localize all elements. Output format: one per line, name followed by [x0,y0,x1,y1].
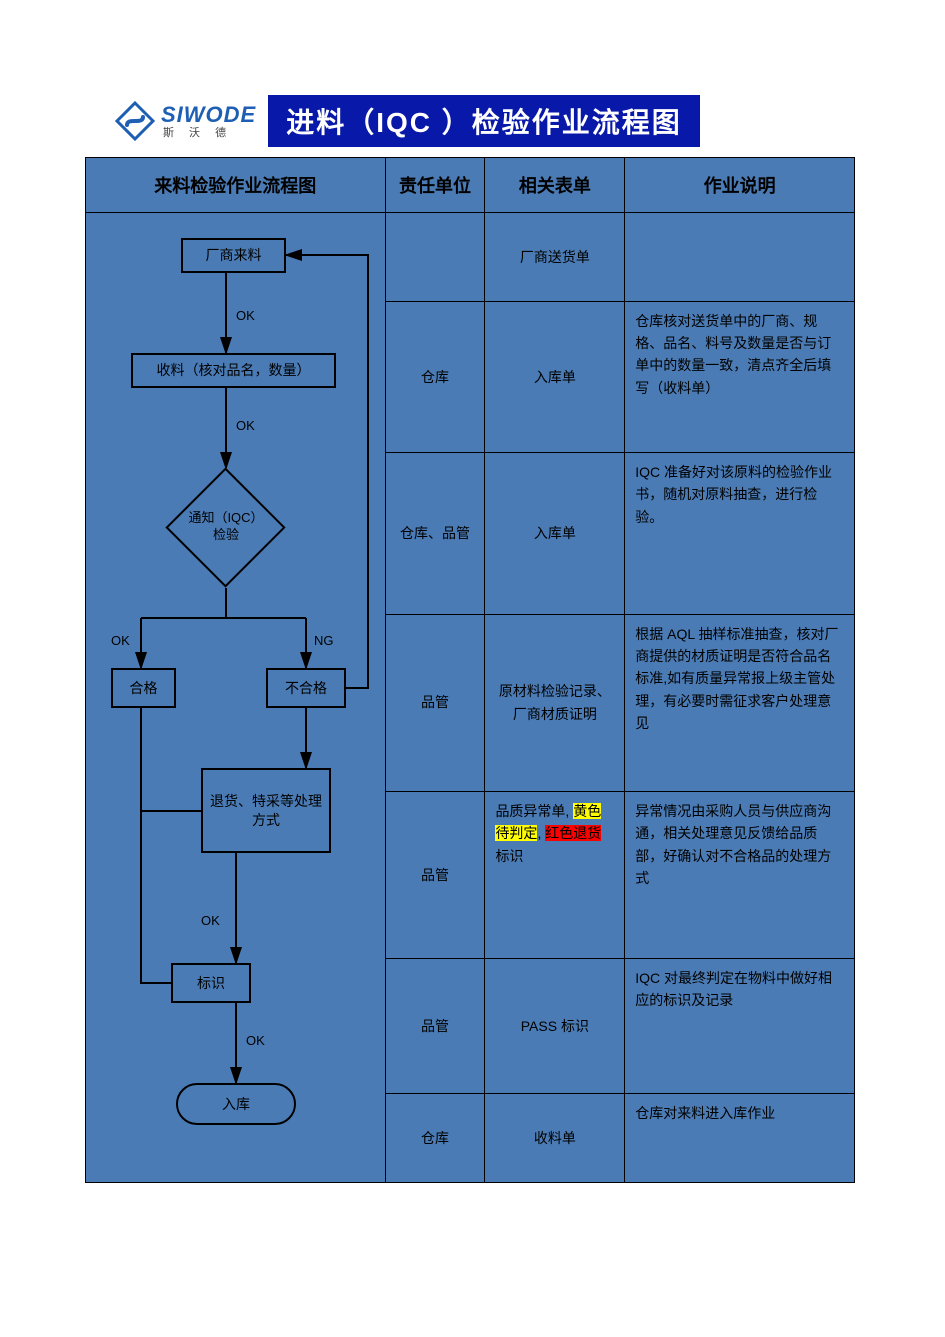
cell-unit [385,213,485,302]
cell-form: 入库单 [485,301,625,452]
logo-brand: SIWODE [161,104,256,126]
cell-form: 厂商送货单 [485,213,625,302]
flow-node-fail: 不合格 [266,668,346,708]
table-row: 厂商来料 OK 收料（核对品名，数量） OK 通知（IQC） 检验 OK NG … [86,213,855,302]
page-title: 进料（IQC ）检验作业流程图 [268,95,700,147]
cell-unit: 仓库 [385,1094,485,1183]
flow-node-label: 收料（核对品名，数量） [157,361,311,379]
flow-node-terminal-store: 入库 [176,1083,296,1125]
flow-node-decision-iqc: 通知（IQC） 检验 [166,468,286,588]
cell-form: 品质异常单, 黄色待判定, 红色退货标识 [485,791,625,958]
cell-desc: IQC 准备好对该原料的检验作业书，随机对原料抽查，进行检验。 [625,452,855,614]
flow-node-pass: 合格 [111,668,176,708]
flow-node-label: 厂商来料 [206,246,262,264]
flow-label-ok: OK [111,633,130,648]
cell-form: 原材料检验记录、厂商材质证明 [485,614,625,791]
cell-unit: 品管 [385,614,485,791]
cell-unit: 品管 [385,791,485,958]
highlight-red: 红色退货 [545,825,601,841]
flow-node-supplier: 厂商来料 [181,238,286,273]
cell-desc: 异常情况由采购人员与供应商沟通，相关处理意见反馈给品质部，好确认对不合格品的处理… [625,791,855,958]
flow-node-receive: 收料（核对品名，数量） [131,353,336,388]
flow-label-ok: OK [236,308,255,323]
cell-form: 入库单 [485,452,625,614]
flow-node-mark: 标识 [171,963,251,1003]
flow-node-label: 退货、特采等处理方式 [209,792,323,828]
col-header-unit: 责任单位 [385,158,485,213]
form-text: 标识 [495,848,523,864]
logo: SIWODE 斯 沃 德 [115,101,256,141]
cell-desc: 根据 AQL 抽样标准抽查，核对厂商提供的材质证明是否符合品名标准,如有质量异常… [625,614,855,791]
form-text: 品质异常单, [495,803,573,819]
table-header-row: 来料检验作业流程图 责任单位 相关表单 作业说明 [86,158,855,213]
flow-label-ok: OK [201,913,220,928]
col-header-flow: 来料检验作业流程图 [86,158,386,213]
main-table: 来料检验作业流程图 责任单位 相关表单 作业说明 [85,157,855,1183]
cell-form: 收料单 [485,1094,625,1183]
flow-label-ok: OK [236,418,255,433]
cell-form: PASS 标识 [485,958,625,1094]
logo-icon [115,101,155,141]
cell-desc: 仓库对来料进入库作业 [625,1094,855,1183]
cell-unit: 仓库、品管 [385,452,485,614]
flow-label-ng: NG [314,633,334,648]
logo-sub: 斯 沃 德 [163,128,256,139]
cell-desc [625,213,855,302]
flow-node-label: 通知（IQC） [188,510,263,525]
col-header-desc: 作业说明 [625,158,855,213]
flow-node-label: 标识 [197,974,225,992]
flow-node-label: 入库 [222,1094,250,1114]
col-header-form: 相关表单 [485,158,625,213]
flowchart: 厂商来料 OK 收料（核对品名，数量） OK 通知（IQC） 检验 OK NG … [86,213,385,1182]
cell-unit: 品管 [385,958,485,1094]
cell-desc: IQC 对最终判定在物料中做好相应的标识及记录 [625,958,855,1094]
flow-node-label: 不合格 [285,679,327,697]
flow-node-label: 合格 [130,679,158,697]
flow-node-label: 检验 [213,527,239,542]
cell-unit: 仓库 [385,301,485,452]
logo-text: SIWODE 斯 沃 德 [161,104,256,139]
flowchart-cell: 厂商来料 OK 收料（核对品名，数量） OK 通知（IQC） 检验 OK NG … [86,213,386,1183]
header: SIWODE 斯 沃 德 进料（IQC ）检验作业流程图 [115,95,885,147]
flow-node-handle: 退货、特采等处理方式 [201,768,331,853]
flow-label-ok: OK [246,1033,265,1048]
cell-desc: 仓库核对送货单中的厂商、规格、品名、料号及数量是否与订单中的数量一致，清点齐全后… [625,301,855,452]
